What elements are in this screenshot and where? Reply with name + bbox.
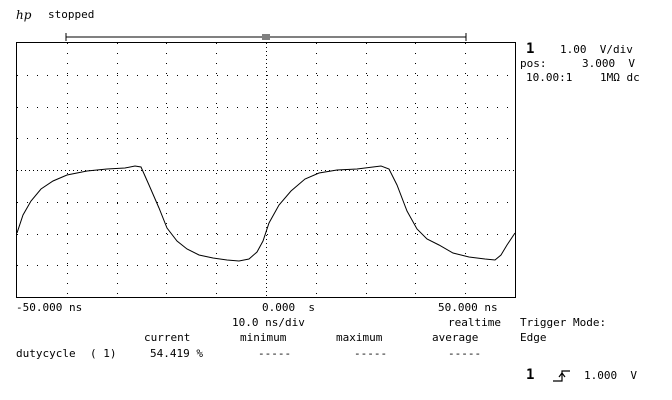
channel-1-trace <box>16 165 516 262</box>
trigger-mode-value[interactable]: Edge <box>520 331 547 344</box>
input-coupling[interactable]: 1MΩ dc <box>600 71 640 84</box>
waveform-graticule <box>16 43 516 297</box>
channel-position-label: pos: <box>520 57 547 70</box>
measurement-header-maximum: maximum <box>336 331 383 344</box>
time-right-label: 50.000 ns <box>438 301 498 314</box>
measurement-minimum-value: ----- <box>258 347 292 360</box>
time-window-bar <box>65 33 467 41</box>
channel-position-value[interactable]: 3.000 V <box>582 57 635 70</box>
measurement-name[interactable]: dutycycle <box>16 347 76 360</box>
probe-ratio[interactable]: 10.00:1 <box>526 71 573 84</box>
trigger-position-marker <box>262 34 270 40</box>
measurement-header-current: current <box>144 331 191 344</box>
trigger-mode-label: Trigger Mode: <box>520 316 607 329</box>
measurement-header-average: average <box>432 331 479 344</box>
acquisition-mode[interactable]: realtime <box>448 316 501 329</box>
channel-number[interactable]: 1 <box>526 41 535 57</box>
time-left-label: -50.000 ns <box>16 301 83 314</box>
trigger-level[interactable]: 1.000 V <box>584 369 637 382</box>
measurement-channel: ( 1) <box>90 347 117 360</box>
rising-edge-icon[interactable] <box>552 369 572 383</box>
channel-scale[interactable]: 1.00 V/div <box>560 43 633 56</box>
measurement-maximum-value: ----- <box>354 347 388 360</box>
waveform-display[interactable] <box>16 42 516 298</box>
measurement-average-value: ----- <box>448 347 482 360</box>
measurement-current-value: 54.419 % <box>150 347 203 360</box>
trigger-channel[interactable]: 1 <box>526 367 535 383</box>
timebase-scale[interactable]: 10.0 ns/div <box>232 316 305 329</box>
hp-logo: hp <box>16 8 32 22</box>
acquisition-status: stopped <box>48 8 95 21</box>
time-center-label: 0.000 s <box>262 301 315 314</box>
measurement-header-minimum: minimum <box>240 331 287 344</box>
